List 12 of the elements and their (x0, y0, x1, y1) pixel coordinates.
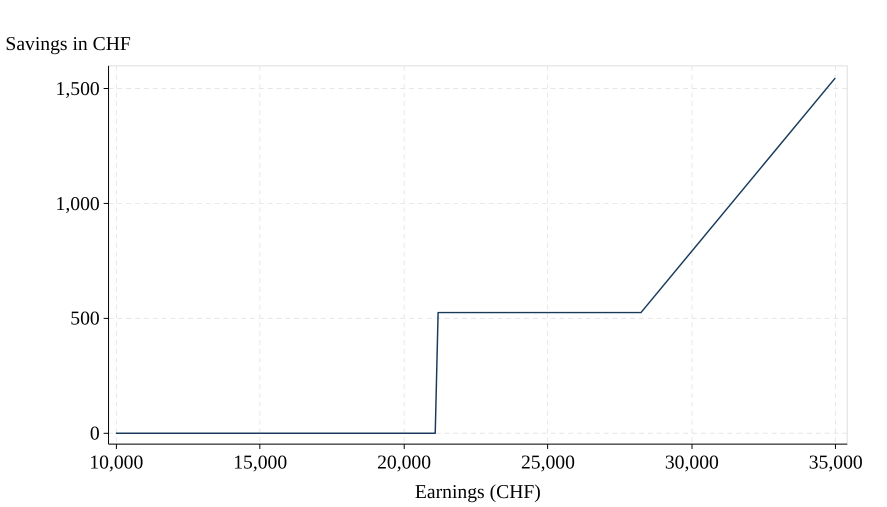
x-tick-label: 10,000 (89, 452, 144, 474)
x-tick-label: 20,000 (377, 452, 432, 474)
x-tick-label: 30,000 (664, 452, 719, 474)
y-tick-label: 500 (70, 308, 100, 330)
y-tick-label: 1,500 (56, 78, 100, 100)
x-tick-label: 35,000 (808, 452, 863, 474)
y-tick-label: 1,000 (56, 192, 100, 215)
x-tick-label: 25,000 (520, 452, 576, 474)
x-axis-title: Earnings (CHF) (414, 481, 541, 504)
y-tick-label: 0 (90, 422, 100, 445)
y-axis-title: Savings in CHF (5, 33, 131, 56)
x-tick-label: 15,000 (233, 452, 288, 474)
